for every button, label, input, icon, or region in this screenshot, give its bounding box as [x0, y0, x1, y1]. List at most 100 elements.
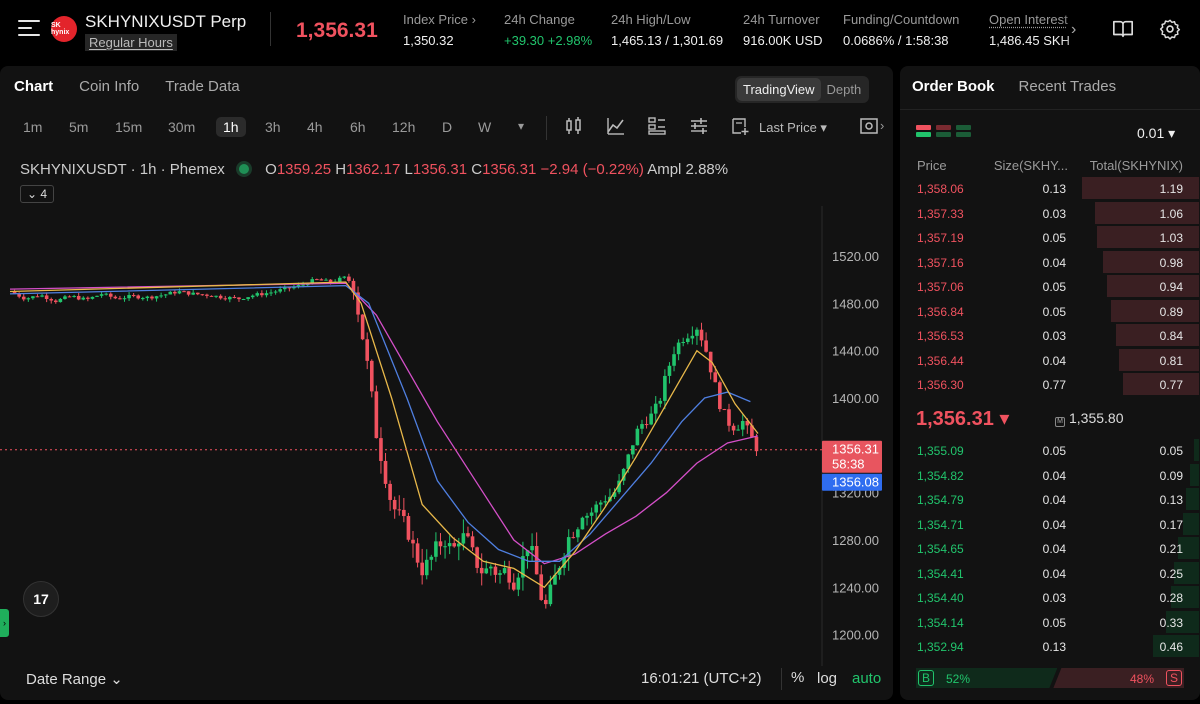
timeframe-5m[interactable]: 5m: [69, 119, 89, 135]
view-tradingview[interactable]: TradingView: [737, 78, 821, 101]
stat-open-interest: Open Interest 1,486.45 SKH: [989, 12, 1071, 48]
candle-body: [44, 295, 49, 300]
ask-row[interactable]: 1,358.06 0.13 1.19: [900, 176, 1200, 200]
candle-body: [328, 279, 333, 283]
menu-icon[interactable]: [18, 20, 40, 40]
candle-body: [159, 295, 163, 297]
ohlc-close: 1356.31: [482, 161, 537, 178]
order-size: 0.05: [1042, 231, 1066, 245]
timeframe-w[interactable]: W: [478, 119, 492, 135]
candle-body: [530, 546, 534, 551]
bid-row[interactable]: 1,354.71 0.04 0.17: [900, 512, 1200, 536]
bid-row[interactable]: 1,354.40 0.03 0.28: [900, 585, 1200, 609]
ask-row[interactable]: 1,357.33 0.03 1.06: [900, 201, 1200, 225]
view-depth[interactable]: Depth: [826, 82, 862, 97]
order-size: 0.03: [1042, 206, 1066, 221]
bid-row[interactable]: 1,352.94 0.13 0.46: [900, 634, 1200, 658]
regular-hours-badge[interactable]: Regular Hours: [85, 34, 177, 51]
candle-body: [319, 279, 324, 281]
timeframe-d[interactable]: D: [442, 119, 453, 135]
timeframe-more-dropdown[interactable]: ▾: [518, 119, 525, 133]
timeframe-3h[interactable]: 3h: [265, 119, 281, 135]
candle-body: [195, 292, 200, 295]
candle-body: [562, 556, 566, 568]
chart-clock[interactable]: 16:01:21 (UTC+2): [641, 670, 762, 687]
stat-index-price[interactable]: Index Price › 1,350.32: [403, 12, 476, 48]
add-alert-icon[interactable]: [730, 116, 750, 136]
timeframe-15m[interactable]: 15m: [115, 119, 143, 135]
price-type-dropdown[interactable]: Last Price ▾: [759, 120, 827, 135]
order-price: 1,356.53: [917, 329, 964, 343]
sell-ratio-bar: [1053, 668, 1184, 688]
tab-recent-trades[interactable]: Recent Trades: [1018, 78, 1117, 95]
tab-order-book[interactable]: Order Book: [912, 78, 995, 95]
candle-body: [154, 296, 159, 299]
drawing-panel-handle[interactable]: ›: [0, 609, 9, 637]
tradingview-logo[interactable]: 17: [23, 581, 59, 617]
timeframe-1h[interactable]: 1h: [216, 117, 246, 137]
stat-value: 0.0686% / 1:58:38: [843, 33, 949, 48]
chart-footer: Date Range ⌄ 16:01:21 (UTC+2) % log auto: [0, 664, 893, 694]
candle-body: [191, 292, 195, 295]
bid-row[interactable]: 1,354.14 0.05 0.33: [900, 610, 1200, 634]
depth-bar: [1119, 348, 1199, 371]
mode-bids-icon[interactable]: [936, 125, 951, 138]
timeframe-6h[interactable]: 6h: [350, 119, 366, 135]
gear-icon[interactable]: [1159, 18, 1181, 40]
book-icon[interactable]: [1112, 18, 1134, 40]
ask-row[interactable]: 1,356.84 0.05 0.89: [900, 299, 1200, 323]
candle-type-icon[interactable]: [564, 116, 584, 136]
candle-body: [484, 568, 489, 574]
last-price: 1,356.31: [296, 19, 378, 42]
bid-row[interactable]: 1,354.65 0.04 0.21: [900, 536, 1200, 560]
candle-body: [479, 567, 484, 574]
candle-body: [727, 409, 731, 426]
ask-row[interactable]: 1,356.53 0.03 0.84: [900, 323, 1200, 347]
stats-fade: [1060, 0, 1100, 60]
mode-both-icon[interactable]: [916, 125, 931, 138]
ask-row[interactable]: 1,356.44 0.04 0.81: [900, 348, 1200, 372]
timeframe-4h[interactable]: 4h: [307, 119, 323, 135]
tab-coin-info[interactable]: Coin Info: [79, 78, 140, 95]
ask-row[interactable]: 1,356.30 0.77 0.77: [900, 372, 1200, 396]
timeframe-30m[interactable]: 30m: [168, 119, 196, 135]
date-range-dropdown[interactable]: Date Range ⌄: [26, 671, 123, 688]
precision-dropdown[interactable]: 0.01 ▾: [1137, 125, 1176, 141]
candle-body: [516, 577, 521, 590]
ask-row[interactable]: 1,357.16 0.04 0.98: [900, 250, 1200, 274]
candle-body: [411, 539, 415, 544]
ask-row[interactable]: 1,357.19 0.05 1.03: [900, 225, 1200, 249]
symbol-title[interactable]: SKHYNIXUSDT Perp: [85, 12, 247, 31]
settings-sliders-icon[interactable]: [689, 116, 709, 136]
mode-asks-icon[interactable]: [956, 125, 971, 138]
bid-row[interactable]: 1,354.79 0.04 0.13: [900, 487, 1200, 511]
indicators-icon[interactable]: [606, 116, 626, 136]
tab-trade-data[interactable]: Trade Data: [165, 78, 240, 95]
candle-body: [699, 329, 704, 341]
candle-body: [173, 291, 177, 294]
chevron-right-icon[interactable]: ›: [1071, 21, 1077, 38]
candle-body: [475, 547, 479, 568]
auto-scale-toggle[interactable]: auto: [852, 670, 882, 687]
screenshot-icon[interactable]: [859, 116, 879, 136]
candle-body: [81, 297, 86, 300]
ask-row[interactable]: 1,357.06 0.05 0.94: [900, 274, 1200, 298]
price-chart[interactable]: 1520.001480.001440.001400.001360.001320.…: [0, 206, 893, 666]
candle-body: [49, 299, 54, 301]
candle-body: [241, 299, 246, 301]
timeframe-1m[interactable]: 1m: [23, 119, 43, 135]
timeframe-12h[interactable]: 12h: [392, 119, 416, 135]
indicators-collapse-toggle[interactable]: ⌄ 4: [20, 185, 55, 203]
candle-body: [90, 296, 95, 299]
percent-scale-toggle[interactable]: %: [791, 669, 805, 686]
bid-row[interactable]: 1,354.82 0.04 0.09: [900, 463, 1200, 487]
depth-bar: [1174, 561, 1199, 584]
log-scale-toggle[interactable]: log: [817, 670, 838, 687]
candle-body: [621, 468, 626, 481]
tab-chart[interactable]: Chart: [14, 78, 54, 95]
layout-icon[interactable]: [647, 116, 667, 136]
bid-row[interactable]: 1,354.41 0.04 0.25: [900, 561, 1200, 585]
bid-row[interactable]: 1,355.09 0.05 0.05: [900, 438, 1200, 462]
toolbar-scroll-right-icon[interactable]: ›: [880, 118, 885, 133]
candle-body: [553, 574, 557, 585]
